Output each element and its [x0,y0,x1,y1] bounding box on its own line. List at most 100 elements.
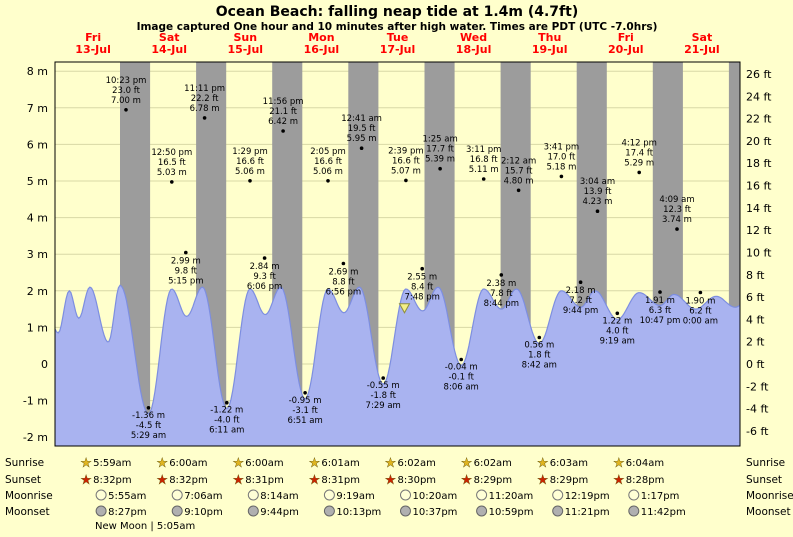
high-tide-dot [248,179,252,183]
mid-low-tide-time: 6:56 pm [326,288,361,298]
right-axis-tick: 0 ft [746,358,765,371]
low-tide-time: 5:29 am [131,431,166,441]
right-axis-tick: 12 ft [746,224,772,237]
mid-low-tide-ft: 7.8 ft [490,289,513,299]
high-tide-ft: 17.0 ft [547,152,575,162]
high-tide-m: 5.95 m [347,134,377,144]
mid-low-tide-time: 9:44 pm [563,306,598,316]
high-tide-ft: 19.5 ft [348,124,376,134]
left-axis-tick: 1 m [27,321,48,334]
sunset-time: 8:29pm [550,475,589,486]
mid-low-tide-m: 1.90 m [685,297,715,307]
sunset-time: 8:30pm [398,475,437,486]
low-tide-m: 1.22 m [602,316,632,326]
high-tide-time: 3:41 pm [544,142,579,152]
high-tide-dot [359,146,364,150]
day-label-date: 14-Jul [151,43,187,56]
moonset-icon [476,505,488,517]
low-tide-ft: -3.1 ft [292,406,318,416]
moonset-time: 10:59pm [489,507,534,518]
plot-border [54,61,741,447]
high-tide-dot [404,178,408,183]
high-tide-m: 4.23 m [583,197,613,207]
sunset-star-icon: ★ [537,473,549,488]
day-label-name: Fri [85,31,101,44]
moonrise-icon [323,489,335,501]
high-tide-dot [481,177,486,181]
astro-row-label-left-moonrise: Moonrise [5,490,53,502]
day-label-date: 21-Jul [684,43,720,56]
high-tide-time: 2:12 am [501,156,536,166]
high-tide-ft: 22.2 ft [191,94,219,104]
mid-low-tide-ft: 6.3 ft [649,306,672,316]
sunrise-star-icon: ★ [309,456,321,471]
sunset-time: 8:32pm [93,475,132,486]
right-axis-tick: 10 ft [746,246,772,259]
day-label-date: 20-Jul [608,43,644,56]
astro-row-label-right-sunrise: Sunrise [746,457,785,469]
moonset-icon [171,505,183,517]
right-axis-tick: 16 ft [746,180,772,193]
astro-row-label-left-sunrise: Sunrise [5,457,44,469]
moonset-time: 11:21pm [565,507,610,518]
low-tide-time: 6:11 am [209,426,244,436]
left-axis-tick: 6 m [27,138,48,151]
mid-low-tide-time: 7:48 pm [404,293,439,303]
low-tide-m: -0.55 m [367,381,400,391]
low-tide-ft: 1.8 ft [528,351,551,361]
mid-low-tide-time: 5:15 pm [168,277,203,287]
astro-row-label-left-moonset: Moonset [5,506,50,518]
moonset-time: 10:37pm [413,507,458,518]
chart-title: Ocean Beach: falling neap tide at 1.4m (… [216,4,578,20]
sunset-star-icon: ★ [232,473,244,488]
right-axis-tick: 24 ft [746,90,772,103]
high-tide-time: 10:23 pm [106,76,147,86]
low-tide-m: 0.56 m [524,341,554,351]
high-tide-time: 12:41 am [341,114,382,124]
tide-curve-line [54,284,741,415]
low-tide-m: -0.95 m [289,396,322,406]
high-tide-dot [559,174,564,179]
mid-low-tide-dot [341,261,346,266]
high-tide-dot [675,227,679,231]
high-tide-ft: 16.6 ft [314,157,342,167]
high-tide-m: 5.06 m [313,167,343,177]
moonrise-time: 1:17pm [641,491,680,502]
moonrise-time: 9:19am [336,491,374,502]
moonset-icon [400,505,411,517]
sunrise-time: 6:03am [550,458,588,469]
sunrise-star-icon: ★ [461,456,473,471]
moonset-icon [323,505,335,517]
mid-low-tide-time: 0:00 am [683,317,718,327]
high-tide-m: 4.80 m [504,176,534,186]
mid-low-tide-ft: 8.4 ft [411,283,434,293]
left-axis-tick: 3 m [27,248,48,261]
low-tide-dot [615,311,620,316]
low-tide-m: -1.22 m [210,406,243,416]
astro-row-label-right-sunset: Sunset [746,474,782,486]
high-tide-dot [202,116,207,120]
chart-subtitle: Image captured One hour and 10 minutes a… [137,21,658,33]
high-tide-m: 6.42 m [268,117,298,127]
high-tide-time: 4:09 am [659,195,694,205]
sunrise-star-icon: ★ [156,456,168,471]
moonrise-icon [247,489,259,501]
high-tide-ft: 16.5 ft [158,158,186,168]
high-tide-dot [516,188,521,193]
right-axis-tick: 2 ft [746,336,765,349]
mid-low-tide-m: 2.99 m [171,257,201,267]
low-tide-dot [303,391,307,395]
moonset-time: 9:44pm [260,507,299,518]
sunrise-time: 5:59am [93,458,131,469]
day-label-name: Thu [538,31,561,44]
mid-low-tide-m: 1.91 m [645,296,675,306]
right-axis-tick: 4 ft [746,313,765,326]
sunset-star-icon: ★ [613,473,625,488]
astro-row-label-left-sunset: Sunset [5,474,41,486]
moonset-time: 8:27pm [108,507,147,518]
low-tide-ft: -1.8 ft [370,391,396,401]
high-tide-m: 5.06 m [235,167,265,177]
mid-low-tide-ft: 9.8 ft [175,267,198,277]
mid-low-tide-m: 2.38 m [486,279,516,289]
